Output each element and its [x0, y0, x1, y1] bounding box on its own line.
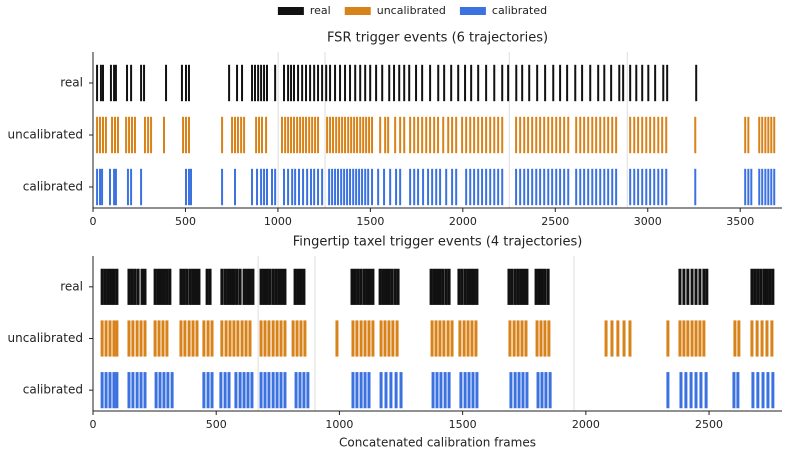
- x-tick-label: 1500: [356, 215, 384, 228]
- legend-swatch: [277, 7, 304, 15]
- x-tick-label: 500: [206, 418, 227, 431]
- legend-label: calibrated: [492, 4, 547, 17]
- event-row: [100, 372, 775, 409]
- x-tick-label: 2500: [695, 418, 723, 431]
- x-axis-label: Concatenated calibration frames: [339, 436, 536, 450]
- event-row: [100, 268, 775, 305]
- y-tick-label: real: [60, 76, 83, 90]
- y-tick-label: uncalibrated: [8, 128, 83, 142]
- x-tick-label: 500: [175, 215, 196, 228]
- x-tick-label: 2000: [572, 418, 600, 431]
- x-tick-label: 3000: [634, 215, 662, 228]
- x-tick-label: 3500: [726, 215, 754, 228]
- x-tick-label: 2500: [541, 215, 569, 228]
- chart-title: FSR trigger events (6 trajectories): [327, 31, 548, 46]
- x-tick-label: 1500: [449, 418, 477, 431]
- legend-swatch: [344, 7, 371, 15]
- x-tick-label: 1000: [325, 418, 353, 431]
- y-tick-label: real: [60, 279, 83, 293]
- y-tick-label: uncalibrated: [8, 331, 83, 345]
- event-row: [96, 168, 776, 206]
- legend: real uncalibrated calibrated: [277, 4, 547, 17]
- legend-label: uncalibrated: [377, 4, 446, 17]
- x-tick-label: 1000: [264, 215, 292, 228]
- x-tick-label: 0: [90, 418, 97, 431]
- chart-title: Fingertip taxel trigger events (4 trajec…: [293, 235, 583, 250]
- event-row: [96, 116, 776, 154]
- legend-label: real: [310, 4, 331, 17]
- y-tick-label: calibrated: [23, 383, 83, 397]
- event-row: [100, 320, 774, 357]
- x-tick-label: 2000: [449, 215, 477, 228]
- y-tick-label: calibrated: [23, 180, 83, 194]
- x-tick-label: 0: [90, 215, 97, 228]
- event-row: [96, 64, 698, 102]
- legend-swatch: [459, 7, 486, 15]
